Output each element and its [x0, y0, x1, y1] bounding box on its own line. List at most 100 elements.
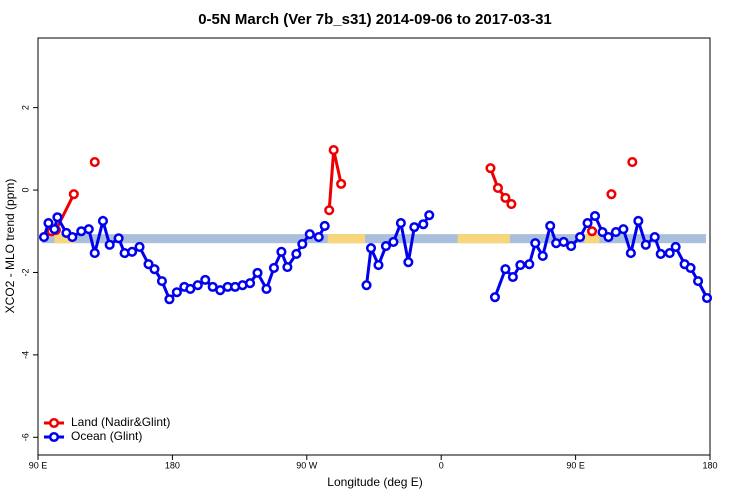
- point: [500, 264, 511, 275]
- point: [97, 215, 109, 227]
- point: [545, 220, 556, 231]
- point: [49, 224, 60, 235]
- point: [685, 262, 696, 273]
- point: [664, 248, 675, 259]
- point: [506, 199, 517, 210]
- x-tick-label: 90 W: [296, 460, 318, 470]
- point: [276, 246, 287, 257]
- chart-title: 0-5N March (Ver 7b_s31) 2014-09-06 to 20…: [198, 11, 552, 28]
- x-tick-label: 90 E: [29, 460, 48, 470]
- point: [670, 241, 681, 252]
- point: [373, 259, 384, 271]
- point: [649, 231, 660, 243]
- point: [524, 259, 535, 270]
- point: [492, 182, 503, 194]
- y-tick-label: -2: [20, 268, 30, 276]
- legend-marker: [48, 431, 60, 443]
- point: [380, 241, 391, 252]
- legend-marker: [48, 417, 60, 429]
- band: [42, 234, 706, 244]
- point: [537, 250, 548, 262]
- point: [409, 222, 420, 233]
- point: [365, 243, 377, 254]
- point: [575, 231, 586, 243]
- x-tick-label: 180: [165, 460, 180, 470]
- point: [134, 241, 145, 252]
- point: [143, 259, 154, 270]
- point: [200, 274, 211, 285]
- point: [530, 238, 541, 249]
- point: [418, 219, 429, 230]
- point: [68, 189, 79, 200]
- point: [38, 231, 50, 243]
- land-span: [54, 234, 76, 244]
- point: [500, 192, 511, 203]
- point: [304, 229, 315, 240]
- point: [566, 241, 577, 252]
- y-axis-label: XCO2 - MLO trend (ppm): [3, 179, 17, 314]
- y-tick-label: 0: [20, 188, 30, 193]
- point: [489, 292, 501, 303]
- point: [485, 163, 496, 174]
- point: [395, 217, 406, 229]
- land-span: [584, 234, 600, 244]
- x-tick-label: 0: [439, 460, 444, 470]
- point: [83, 224, 94, 235]
- point: [52, 212, 63, 223]
- point: [252, 267, 263, 278]
- point: [701, 292, 713, 304]
- x-tick-label: 90 E: [566, 460, 585, 470]
- y-tick-label: 2: [20, 105, 30, 110]
- point: [606, 189, 617, 200]
- point: [388, 236, 399, 248]
- point: [328, 145, 339, 156]
- point: [149, 264, 160, 275]
- y-tick-label: -4: [20, 351, 30, 359]
- point: [597, 227, 608, 238]
- point: [336, 178, 347, 189]
- point: [282, 262, 293, 273]
- point: [192, 280, 203, 291]
- point: [515, 259, 526, 271]
- legend-label: Ocean (Glint): [71, 429, 142, 443]
- point: [424, 210, 435, 221]
- point: [297, 238, 308, 250]
- point: [261, 283, 272, 294]
- point: [156, 276, 167, 287]
- point: [324, 205, 335, 216]
- legend-label: Land (Nadir&Glint): [71, 415, 170, 429]
- point: [319, 220, 330, 231]
- point: [89, 248, 100, 259]
- point: [589, 210, 601, 222]
- land-span: [457, 234, 510, 244]
- point: [582, 217, 593, 229]
- point: [89, 156, 100, 168]
- x-tick-label: 180: [702, 460, 717, 470]
- point: [627, 156, 638, 168]
- point: [655, 248, 666, 259]
- plot-frame: [37, 37, 711, 456]
- point: [361, 280, 372, 291]
- point: [403, 257, 414, 268]
- point: [558, 236, 569, 248]
- point: [507, 271, 518, 283]
- point: [104, 239, 115, 250]
- point: [67, 231, 78, 243]
- point: [171, 287, 182, 298]
- point: [640, 239, 651, 250]
- point: [164, 294, 175, 305]
- point: [43, 217, 54, 229]
- point: [245, 278, 256, 289]
- y-tick-label: -6: [20, 433, 30, 441]
- point: [291, 248, 302, 259]
- point: [633, 215, 644, 227]
- point: [618, 224, 629, 235]
- point: [268, 262, 279, 273]
- point: [625, 248, 636, 259]
- point: [586, 226, 598, 237]
- land-span: [327, 234, 366, 244]
- point: [185, 283, 196, 294]
- point: [603, 231, 614, 243]
- x-axis-label: Longitude (deg E): [327, 475, 422, 489]
